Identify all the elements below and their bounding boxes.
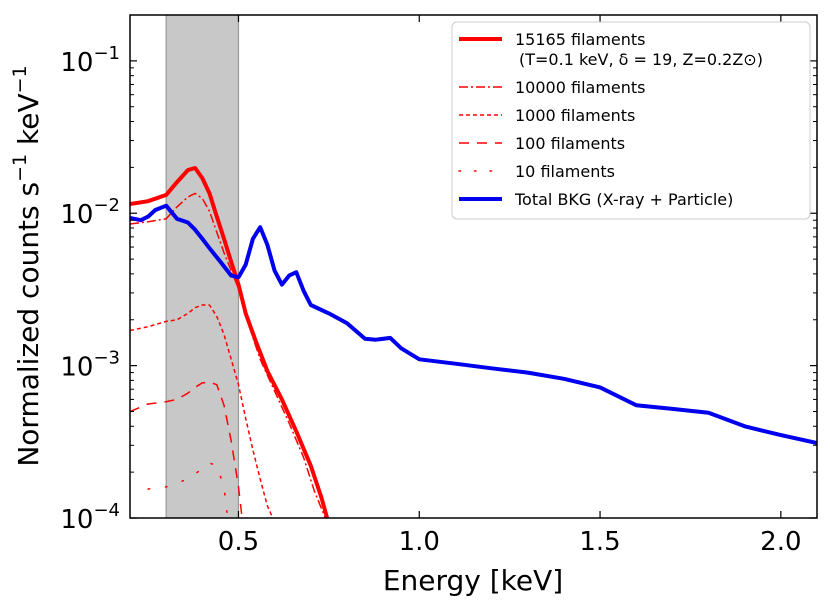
plot-frame — [129, 14, 818, 519]
series-line-4 — [147, 462, 229, 518]
x-tick-label-2: 1.5 — [579, 527, 620, 557]
shaded-band — [166, 15, 239, 518]
y-axis-title: Normalized counts s−1 keV−1 — [9, 65, 45, 466]
series-line-5 — [130, 203, 817, 446]
series-line-1 — [130, 192, 326, 518]
y-axis-title-base: Normalized counts s — [12, 182, 45, 467]
y-tick-label-0: 10−4 — [60, 500, 120, 535]
legend-label-3: 100 filaments — [515, 134, 625, 153]
x-tick-label-3: 2.0 — [760, 527, 801, 557]
series-layer — [130, 166, 817, 518]
tick-layer: 0.5 1.0 1.5 2.0 10−4 10−3 10−2 10−1 — [60, 14, 817, 557]
x-tick-label-1: 1.0 — [399, 527, 440, 557]
shaded-band-layer — [165, 15, 240, 518]
y-axis-title-exp1: −1 — [9, 154, 31, 182]
legend-box — [451, 21, 811, 220]
series-line-0 — [130, 166, 330, 518]
legend-entries: 15165 filaments(T=0.1 keV, δ = 19, Z=0.2… — [458, 30, 763, 209]
y-tick-label-2: 10−2 — [60, 195, 120, 230]
y-tick-label-3: 10−1 — [60, 43, 120, 78]
y-tick-label-1: 10−3 — [60, 348, 120, 383]
legend-label-2: 1000 filaments — [515, 106, 635, 125]
y-axis-title-mid: keV — [12, 93, 45, 154]
y-axis-title-exp2: −1 — [9, 65, 31, 93]
x-tick-label-0: 0.5 — [218, 527, 259, 557]
legend: 15165 filaments(T=0.1 keV, δ = 19, Z=0.2… — [451, 21, 811, 220]
legend-label-1: 10000 filaments — [515, 78, 646, 97]
x-axis-title: Energy [keV] — [383, 564, 563, 597]
series-line-3 — [130, 381, 243, 518]
legend-label-5: Total BKG (X-ray + Particle) — [514, 190, 733, 209]
legend-label-4: 10 filaments — [515, 162, 615, 181]
legend-label-0: 15165 filaments — [515, 30, 646, 49]
legend-sublabel-0: (T=0.1 keV, δ = 19, Z=0.2Z⊙) — [519, 50, 763, 69]
series-line-2 — [130, 304, 274, 518]
